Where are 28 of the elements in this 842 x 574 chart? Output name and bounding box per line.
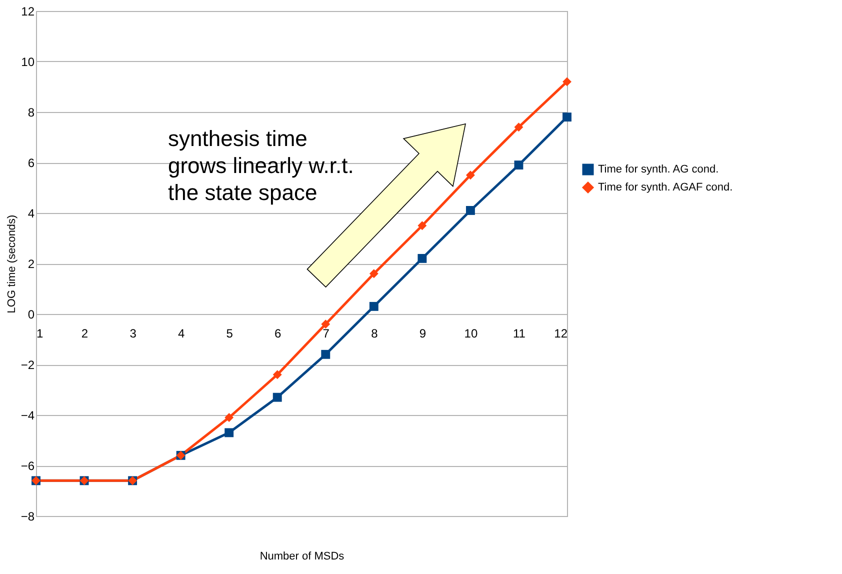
legend-label: Time for synth. AG cond. bbox=[598, 164, 719, 176]
x-tick-label: 10 bbox=[464, 326, 478, 340]
x-tick-label: 4 bbox=[178, 326, 185, 340]
x-tick-label: 3 bbox=[130, 326, 137, 340]
y-tick-label: −6 bbox=[20, 459, 35, 473]
x-tick-label: 11 bbox=[512, 326, 526, 340]
y-axis-title: LOG time (seconds) bbox=[6, 214, 18, 314]
x-tick-label: 5 bbox=[226, 326, 234, 340]
y-tick-label: 0 bbox=[28, 308, 35, 322]
x-tick-label: 12 bbox=[554, 326, 568, 340]
legend-label: Time for synth. AGAF cond. bbox=[598, 182, 733, 194]
y-tick-label: −8 bbox=[20, 510, 35, 524]
y-tick-label: 10 bbox=[21, 55, 35, 69]
y-tick-label: −4 bbox=[20, 408, 35, 422]
y-tick-label: −2 bbox=[20, 358, 35, 372]
x-axis-title: Number of MSDs bbox=[260, 550, 345, 562]
x-tick-label: 1 bbox=[36, 326, 44, 340]
x-tick-label: 9 bbox=[419, 326, 426, 340]
y-tick-label: 6 bbox=[28, 156, 35, 170]
y-tick-label: 2 bbox=[28, 257, 35, 271]
x-tick-label: 6 bbox=[274, 326, 282, 340]
x-tick-label: 2 bbox=[81, 326, 88, 340]
y-tick-label: 8 bbox=[28, 106, 35, 120]
x-tick-label: 8 bbox=[371, 326, 378, 340]
y-tick-label: 4 bbox=[28, 206, 35, 220]
x-tick-label: 7 bbox=[322, 326, 330, 340]
annotation: synthesis time grows linearly w.r.t. the state space bbox=[168, 126, 354, 205]
y-tick-label: 12 bbox=[21, 4, 35, 18]
